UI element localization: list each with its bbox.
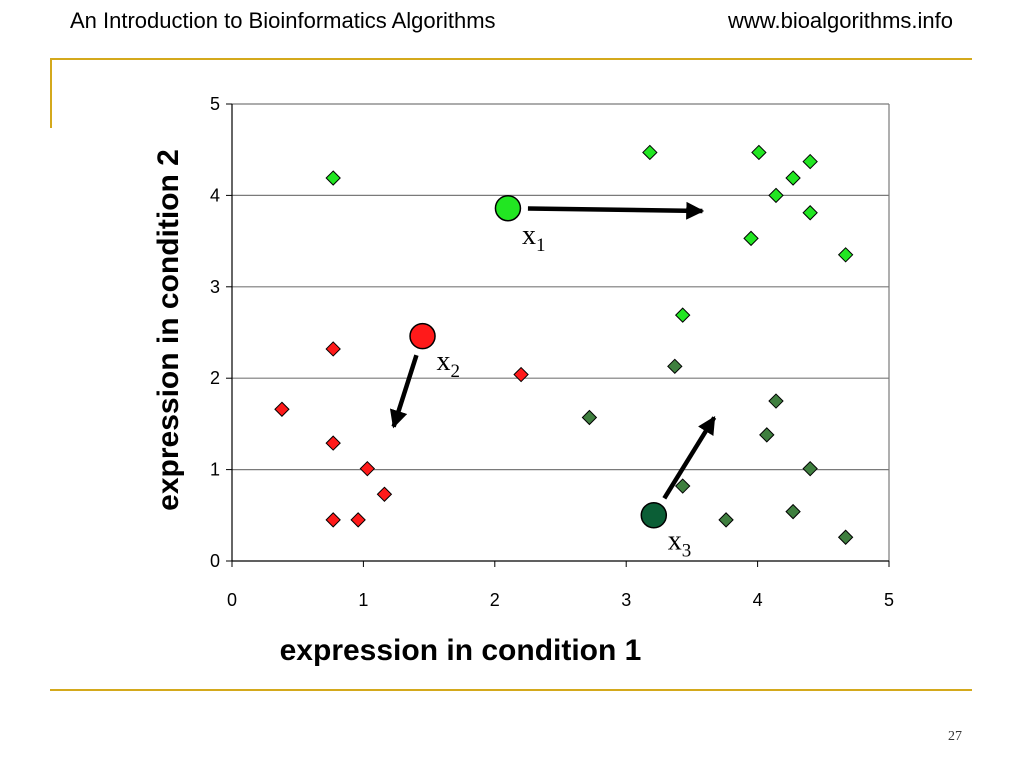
data-point [743,230,759,247]
data-point [768,393,784,409]
data-point [785,503,801,520]
data-point [667,358,683,375]
x-tick-label: 4 [753,590,763,610]
y-tick-label: 1 [210,460,220,480]
header-title: An Introduction to Bioinformatics Algori… [70,8,496,33]
data-point [802,153,818,170]
x-tick-label: 3 [621,590,631,610]
data-point [325,512,341,528]
y-tick-label: 3 [210,277,220,297]
bottom-rule [50,689,972,691]
data-point [674,307,691,323]
data-point [751,144,767,161]
data-point [837,247,854,263]
x-axis-title: expression in condition 1 [280,634,642,667]
data-point [718,512,734,528]
data-point [802,460,818,477]
y-tick-label: 5 [210,94,220,114]
movement-arrow [662,415,717,500]
x-tick-label: 1 [358,590,368,610]
center-label: x1 [522,220,546,256]
data-point [325,170,341,186]
data-point [785,170,801,186]
data-point [759,427,775,443]
center-label: x2 [437,346,461,382]
data-point [581,409,598,426]
data-point [350,512,366,528]
y-tick-label: 0 [210,551,220,571]
left-rule [50,58,52,128]
data-point [642,144,658,161]
data-point [513,366,529,383]
cluster-center [640,502,668,529]
x-tick-label: 5 [884,590,894,610]
center-label: x3 [668,525,692,561]
cluster-center [409,322,436,350]
cluster-center [494,194,522,222]
data-point [325,435,341,451]
data-point [376,486,393,502]
data-point [274,401,290,417]
data-point [768,187,784,204]
data-point [674,478,691,494]
top-rule [50,58,972,60]
page-number: 27 [948,729,962,744]
data-point [837,529,854,545]
x-tick-label: 2 [490,590,500,610]
data-point [325,341,341,357]
data-point [802,205,818,221]
data-point [359,460,376,477]
x-tick-label: 0 [227,590,237,610]
header-url: www.bioalgorithms.info [728,8,953,33]
movement-arrow [389,354,419,429]
y-axis-title: expression in condition 2 [152,149,185,511]
y-tick-label: 4 [210,185,220,205]
y-tick-label: 2 [210,368,220,388]
movement-arrow [527,201,705,220]
